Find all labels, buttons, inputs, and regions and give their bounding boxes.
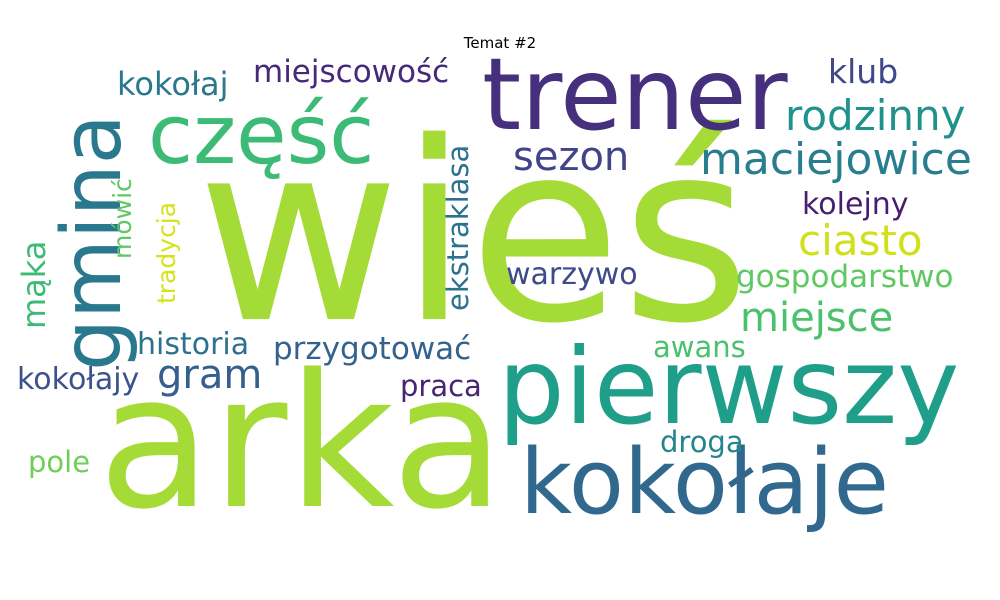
cloud-word: droga [660, 425, 744, 459]
cloud-word: warzywo [506, 257, 638, 292]
cloud-title: Temat #2 [463, 34, 537, 52]
cloud-word: historia [137, 327, 250, 362]
cloud-word: ciasto [798, 216, 923, 265]
cloud-word: sezon [513, 134, 630, 180]
cloud-word: mąka [15, 240, 53, 329]
cloud-word: część [148, 88, 375, 183]
cloud-word: rodzinny [785, 91, 966, 140]
cloud-word: awans [653, 330, 746, 364]
cloud-word: przygotować [273, 331, 472, 367]
cloud-word: maciejowice [700, 134, 972, 185]
cloud-word: arka [98, 334, 505, 550]
cloud-word: ekstraklasa [441, 144, 475, 311]
cloud-word: wieś [197, 90, 751, 378]
cloud-word: tradycja [152, 201, 181, 304]
cloud-word: miejscowość [253, 54, 450, 90]
cloud-word: kokołaj [117, 65, 229, 103]
cloud-word: praca [400, 369, 482, 403]
cloud-word: klub [828, 52, 899, 91]
cloud-word: gram [157, 352, 263, 398]
cloud-word: kokołajy [17, 362, 140, 397]
cloud-word: pierwszy [498, 326, 960, 448]
cloud-word: kolejny [802, 187, 909, 222]
cloud-word: gospodarstwo [736, 259, 954, 295]
cloud-word: pole [28, 445, 91, 479]
cloud-word: trener [482, 36, 788, 153]
cloud-word: kokołaje [520, 430, 890, 535]
cloud-word: mówić [108, 178, 137, 259]
cloud-word: miejsce [740, 295, 894, 341]
